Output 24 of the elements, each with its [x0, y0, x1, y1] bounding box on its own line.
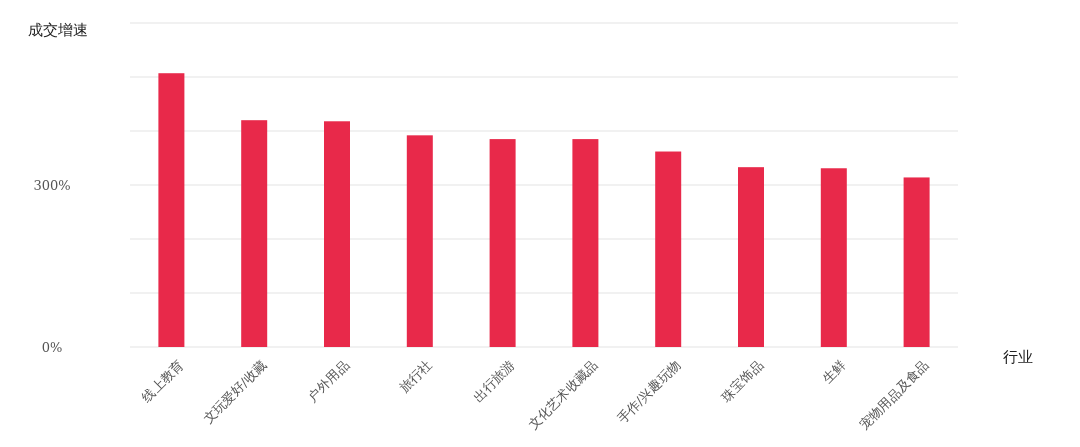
x-tick-label: 生鲜	[819, 357, 849, 387]
x-tick-label: 线上教育	[138, 357, 187, 405]
bar	[324, 121, 350, 347]
bar	[572, 139, 599, 347]
x-tick-label: 旅行社	[396, 357, 435, 396]
bar	[655, 151, 682, 347]
bar	[738, 167, 764, 347]
bar	[820, 168, 847, 347]
x-tick-label: 文化艺术收藏品	[525, 357, 601, 433]
y-axis-title: 成交增速	[28, 21, 88, 39]
x-tick-label: 珠宝饰品	[718, 357, 766, 405]
bar	[903, 177, 930, 347]
x-tick-label: 宠物用品及食品	[856, 357, 932, 433]
bar	[406, 135, 433, 347]
bar	[489, 139, 516, 347]
x-tick-label: 出行旅游	[470, 357, 518, 405]
x-tick-label: 手作/兴趣玩物	[614, 357, 684, 427]
x-axis-title: 行业	[1003, 348, 1033, 366]
y-tick-label: 300%	[33, 178, 71, 193]
bar	[158, 73, 185, 347]
x-tick-label: 户外用品	[304, 357, 352, 405]
bar	[241, 120, 268, 347]
y-tick-label: 0%	[41, 340, 63, 355]
x-tick-label: 文玩爱好/收藏	[200, 357, 270, 427]
